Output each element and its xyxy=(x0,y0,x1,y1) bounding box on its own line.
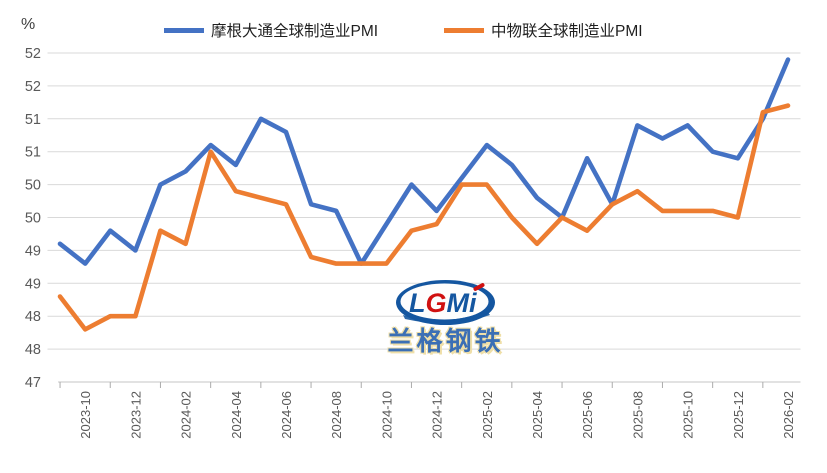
svg-text:2024-10: 2024-10 xyxy=(379,391,394,439)
svg-text:2025-04: 2025-04 xyxy=(530,391,545,439)
legend-item-cflp: 中物联全球制造业PMI xyxy=(444,20,643,40)
svg-text:2024-04: 2024-04 xyxy=(229,391,244,439)
svg-text:2023-10: 2023-10 xyxy=(78,391,93,439)
legend-label-cflp: 中物联全球制造业PMI xyxy=(491,23,643,40)
legend-label-jpm: 摩根大通全球制造业PMI xyxy=(211,23,379,40)
svg-text:52: 52 xyxy=(25,46,41,62)
svg-text:51: 51 xyxy=(25,112,41,128)
legend-line-marker-cflp xyxy=(444,27,484,33)
svg-text:2025-10: 2025-10 xyxy=(681,391,696,439)
brand-name-text: 兰格钢铁 xyxy=(387,326,504,356)
lgmi-logo-icon: LGMi xyxy=(396,280,495,325)
x-axis-labels: 2023-10 2023-12 2024-02 2024-04 2024-06 2024-… xyxy=(78,391,796,439)
y-axis-labels: 52 52 51 51 50 50 49 49 48 48 47 xyxy=(25,46,41,391)
cflp-series-line xyxy=(57,103,791,332)
svg-text:47: 47 xyxy=(25,375,41,391)
svg-text:2024-08: 2024-08 xyxy=(329,391,344,439)
svg-text:2024-12: 2024-12 xyxy=(430,391,445,439)
jpm-series-line xyxy=(57,57,791,266)
svg-text:49: 49 xyxy=(25,276,41,292)
watermark: LGMi 兰格钢铁 xyxy=(383,279,508,355)
svg-text:2024-02: 2024-02 xyxy=(179,391,194,439)
svg-text:50: 50 xyxy=(25,178,41,194)
svg-text:2024-06: 2024-06 xyxy=(279,391,294,439)
x-axis xyxy=(58,381,801,388)
svg-text:2025-08: 2025-08 xyxy=(630,391,645,439)
legend-line-marker-jpm xyxy=(164,27,204,33)
svg-text:2025-12: 2025-12 xyxy=(731,391,746,439)
legend: 摩根大通全球制造业PMI 中物联全球制造业PMI xyxy=(0,20,827,40)
legend-item-jpm: 摩根大通全球制造业PMI xyxy=(164,20,378,40)
svg-text:49: 49 xyxy=(25,243,41,259)
y-axis-unit-label: % xyxy=(21,16,36,33)
svg-text:2025-02: 2025-02 xyxy=(480,391,495,439)
svg-text:48: 48 xyxy=(25,309,41,325)
svg-text:50: 50 xyxy=(25,211,41,227)
svg-text:48: 48 xyxy=(25,342,41,358)
svg-text:2023-12: 2023-12 xyxy=(128,391,143,439)
svg-text:52: 52 xyxy=(25,79,41,95)
svg-text:2025-06: 2025-06 xyxy=(580,391,595,439)
lgmi-logo-text: LGMi xyxy=(409,288,477,318)
svg-text:51: 51 xyxy=(25,145,41,161)
svg-text:2026-02: 2026-02 xyxy=(781,391,796,439)
